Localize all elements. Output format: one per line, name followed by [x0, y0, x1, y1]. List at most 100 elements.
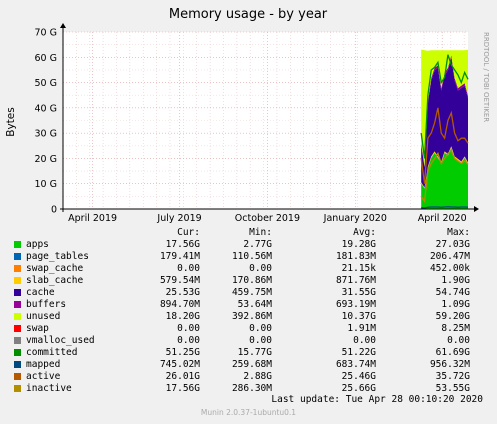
x-tick-label: July 2019 — [156, 213, 201, 224]
x-tick-label: April 2020 — [418, 213, 467, 224]
line-mapped — [421, 206, 469, 209]
legend-swatch — [14, 253, 21, 260]
legend-max: 8.25M — [441, 323, 470, 334]
legend-swatch — [14, 373, 21, 380]
legend-swatch — [14, 313, 21, 320]
line-committed — [420, 54, 469, 159]
line-inactive — [420, 149, 469, 204]
legend-avg: 1.91M — [347, 323, 376, 334]
legend-header-avg: Avg: — [353, 227, 376, 238]
legend-cur: 25.53G — [165, 287, 200, 298]
legend-max: 59.20G — [435, 311, 470, 322]
legend-max: 35.72G — [435, 371, 470, 382]
legend-min: 0.00 — [249, 263, 272, 274]
legend-min: 2.77G — [243, 239, 272, 250]
y-tick-label: 60 G — [35, 53, 57, 64]
legend-max: 1.90G — [441, 275, 470, 286]
legend-cur: 894.70M — [159, 299, 200, 310]
y-tick-label: 50 G — [35, 78, 57, 89]
legend-name: swap — [26, 323, 49, 334]
legend-row-unused: unused 18.20G 392.86M 10.37G 59.20G — [0, 311, 497, 323]
legend-avg: 19.28G — [341, 239, 376, 250]
legend-name: cache — [26, 287, 55, 298]
legend-cur: 26.01G — [165, 371, 200, 382]
legend-swatch — [14, 265, 21, 272]
x-ticks: April 2019 July 2019 October 2019 January 2… — [68, 213, 467, 224]
legend-swatch — [14, 325, 21, 332]
y-axis-arrow — [60, 23, 66, 28]
legend-avg: 21.15k — [341, 263, 376, 274]
legend-row-buffers: buffers 894.70M 53.64M 693.19M 1.09G — [0, 299, 497, 311]
legend-swatch — [14, 361, 21, 368]
legend-swatch — [14, 241, 21, 248]
legend-cur: 17.56G — [165, 239, 200, 250]
chart-title: Memory usage - by year — [169, 7, 328, 22]
legend-max: 61.69G — [435, 347, 470, 358]
legend-avg: 871.76M — [335, 275, 376, 286]
legend-avg: 10.37G — [341, 311, 376, 322]
legend-header-cur: Cur: — [177, 227, 200, 238]
legend-avg: 25.46G — [341, 371, 376, 382]
legend-max: 53.55G — [435, 383, 470, 394]
legend-swatch — [14, 385, 21, 392]
legend-cur: 0.00 — [177, 323, 200, 334]
legend-row-cache: cache 25.53G 459.75M 31.55G 54.74G — [0, 287, 497, 299]
legend-avg: 31.55G — [341, 287, 376, 298]
legend-row-swap_cache: swap_cache 0.00 0.00 21.15k 452.00k — [0, 263, 497, 275]
legend-name: inactive — [26, 383, 72, 394]
legend-cur: 0.00 — [177, 335, 200, 346]
legend-swatch — [14, 301, 21, 308]
y-tick-label: 40 G — [35, 103, 57, 114]
legend-cur: 0.00 — [177, 263, 200, 274]
legend-min: 170.86M — [231, 275, 272, 286]
legend-name: mapped — [26, 359, 61, 370]
legend-cur: 51.25G — [165, 347, 200, 358]
area-unused — [421, 49, 468, 167]
x-tick-label: April 2019 — [68, 213, 117, 224]
line-active — [420, 107, 469, 184]
x-axis-arrow — [474, 206, 479, 212]
legend-min: 459.75M — [231, 287, 272, 298]
legend-min: 0.00 — [249, 323, 272, 334]
legend-max: 452.00k — [429, 263, 470, 274]
legend-swatch — [14, 289, 21, 296]
legend-cur: 745.02M — [159, 359, 200, 370]
y-ticks: 0 10 G 20 G 30 G 40 G 50 G 60 G 70 G — [35, 28, 57, 216]
legend-max: 1.09G — [441, 299, 470, 310]
legend-row-swap: swap 0.00 0.00 1.91M 8.25M — [0, 323, 497, 335]
legend-swatch — [14, 337, 21, 344]
stacked-areas — [421, 49, 468, 209]
legend-name: unused — [26, 311, 61, 322]
plot-area — [63, 32, 468, 209]
area-apps — [421, 148, 468, 209]
legend-row-active: active 26.01G 2.88G 25.46G 35.72G — [0, 371, 497, 383]
legend-name: apps — [26, 239, 49, 250]
legend-row-vmalloc_used: vmalloc_used 0.00 0.00 0.00 0.00 — [0, 335, 497, 347]
legend-name: buffers — [26, 299, 67, 310]
y-tick-label: 70 G — [35, 28, 57, 39]
y-tick-label: 30 G — [35, 129, 57, 140]
legend-max: 956.32M — [429, 359, 470, 370]
legend-avg: 51.22G — [341, 347, 376, 358]
legend-name: active — [26, 371, 61, 382]
memory-chart: Memory usage - by year Bytes RRDTOOL / T… — [5, 7, 490, 224]
legend-avg: 25.66G — [341, 383, 376, 394]
legend-min: 53.64M — [237, 299, 272, 310]
y-tick-label: 10 G — [35, 179, 57, 190]
y-tick-label: 0 — [51, 205, 57, 216]
legend-min: 0.00 — [249, 335, 272, 346]
legend-min: 259.68M — [231, 359, 272, 370]
legend-max: 206.47M — [429, 251, 470, 262]
legend-name: swap_cache — [26, 263, 84, 274]
line-series — [420, 54, 469, 209]
legend-row-apps: apps 17.56G 2.77G 19.28G 27.03G — [0, 239, 497, 251]
legend-max: 27.03G — [435, 239, 470, 250]
legend-row-committed: committed 51.25G 15.77G 51.22G 61.69G — [0, 347, 497, 359]
legend-avg: 683.74M — [335, 359, 376, 370]
legend-name: slab_cache — [26, 275, 84, 286]
legend-header-min: Min: — [249, 227, 272, 238]
legend-min: 110.56M — [231, 251, 272, 262]
legend-avg: 693.19M — [335, 299, 376, 310]
legend-name: committed — [26, 347, 78, 358]
legend-cur: 179.41M — [159, 251, 200, 262]
